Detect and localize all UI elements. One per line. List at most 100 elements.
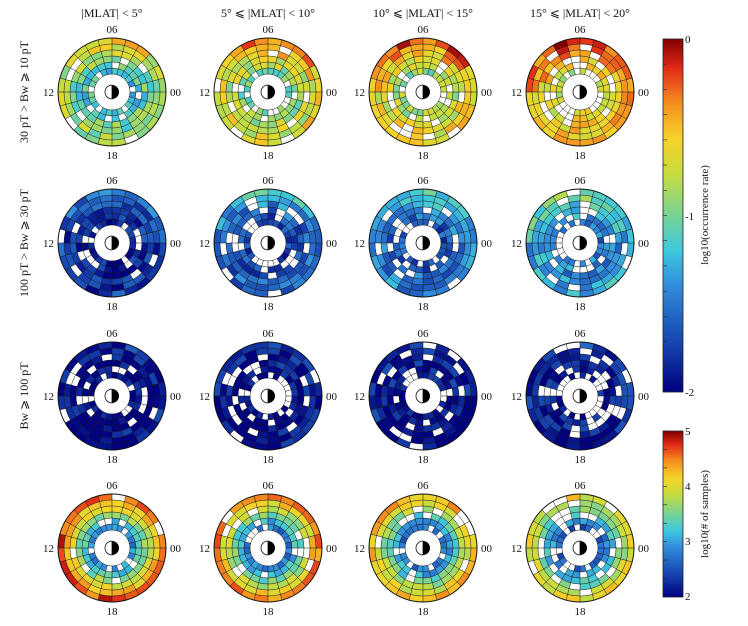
dial-cell: [559, 427, 571, 437]
dial-cell: [409, 594, 423, 602]
dial-cell: [286, 55, 298, 67]
dial-cell: [550, 117, 562, 129]
dial-cell: [603, 396, 610, 404]
dial-cell: [376, 53, 390, 68]
dial-cell: [386, 213, 398, 225]
dial-cell: [569, 277, 580, 285]
dial-cell: [605, 366, 617, 378]
dial-cell: [88, 349, 102, 360]
dial-cell: [70, 209, 83, 222]
dial-cell: [446, 92, 453, 100]
dial-cell: [399, 584, 413, 595]
dial-cell: [382, 405, 392, 417]
mlt-label-right: 00: [326, 87, 338, 99]
dial-cell: [301, 204, 315, 219]
dial-cell: [153, 255, 165, 270]
dial-cell: [58, 548, 66, 562]
dial-cell: [122, 279, 136, 290]
dial-cell: [135, 548, 142, 556]
dial-cell: [382, 71, 392, 83]
dial-cell: [133, 272, 146, 285]
dial-cell: [288, 554, 297, 563]
dial-cell: [394, 249, 403, 258]
dial-cell: [145, 572, 159, 587]
dial-cell: [83, 77, 92, 86]
dial-cell: [568, 411, 576, 420]
dial-cell: [389, 272, 402, 285]
dial-cell: [527, 104, 539, 119]
dial-cell: [438, 211, 449, 222]
dial-cell: [416, 565, 423, 572]
dial-cell: [65, 558, 76, 572]
dial-cell: [254, 189, 268, 197]
dial-cell: [121, 579, 133, 589]
dial-cell: [469, 243, 477, 257]
dial-cell: [133, 66, 144, 77]
mlt-label-left: 12: [43, 543, 54, 555]
dial-cell: [82, 117, 94, 129]
dial-cell: [268, 565, 275, 572]
dial-cell: [257, 50, 268, 58]
dial-cell: [613, 116, 627, 131]
dial-cell: [158, 548, 166, 562]
dial-cell: [533, 116, 547, 131]
dial-cell: [286, 511, 298, 523]
dial-cell: [78, 577, 91, 590]
dial-cell: [410, 44, 423, 52]
dial-cell: [384, 196, 399, 210]
mlt-label-left: 12: [354, 391, 365, 403]
dial-cell: [291, 84, 298, 92]
dial-cell: [550, 235, 557, 243]
dial-cell: [244, 396, 251, 403]
dial-cell: [613, 420, 627, 435]
dial-cell: [438, 417, 449, 428]
dial-cell: [278, 196, 292, 207]
dial-cell: [83, 402, 92, 411]
dial-cell: [121, 202, 133, 212]
dial-cell: [234, 425, 247, 438]
dial-cell: [616, 558, 627, 572]
dial-cell: [580, 354, 591, 362]
dial-cell: [393, 84, 400, 92]
dial-cell: [402, 427, 414, 437]
dial-cell: [140, 243, 148, 253]
dial-cell: [71, 405, 81, 417]
dial-cell: [64, 548, 72, 561]
dial-cell: [308, 243, 316, 256]
dial-cell: [146, 537, 154, 548]
dial-cell: [112, 213, 120, 220]
dial-cell: [443, 554, 452, 563]
dial-cell: [97, 214, 106, 223]
dial-cell: [112, 565, 119, 572]
dial-cell: [544, 82, 552, 92]
dial-cell: [130, 573, 142, 585]
dial-cell: [586, 367, 595, 376]
dial-cell: [130, 359, 142, 371]
dial-cell: [394, 402, 403, 411]
dial-cell: [232, 92, 240, 102]
dial-cell: [432, 355, 444, 365]
dial-cell: [411, 68, 419, 77]
mlt-label-top: 06: [418, 480, 430, 492]
dial-cell: [256, 411, 264, 420]
dial-cell: [104, 419, 112, 426]
dial-cell: [376, 509, 390, 524]
dial-cell: [601, 217, 612, 228]
dial-cell: [82, 55, 94, 67]
dial-cell: [614, 243, 622, 254]
dial-cell: [220, 79, 228, 92]
dial-cell: [256, 219, 264, 228]
mlt-label-left: 12: [511, 391, 522, 403]
dial-cell: [158, 534, 166, 548]
dial-cell: [580, 430, 591, 438]
dial-cell: [118, 263, 127, 272]
mlt-label-left: 12: [511, 238, 522, 250]
dial-cell: [236, 522, 247, 533]
dial-cell: [280, 343, 295, 355]
dial-cell: [220, 396, 228, 409]
dial-cell: [314, 534, 322, 548]
dial-cell: [136, 196, 151, 210]
dial-cell: [132, 77, 141, 86]
dial-cell: [133, 563, 144, 574]
